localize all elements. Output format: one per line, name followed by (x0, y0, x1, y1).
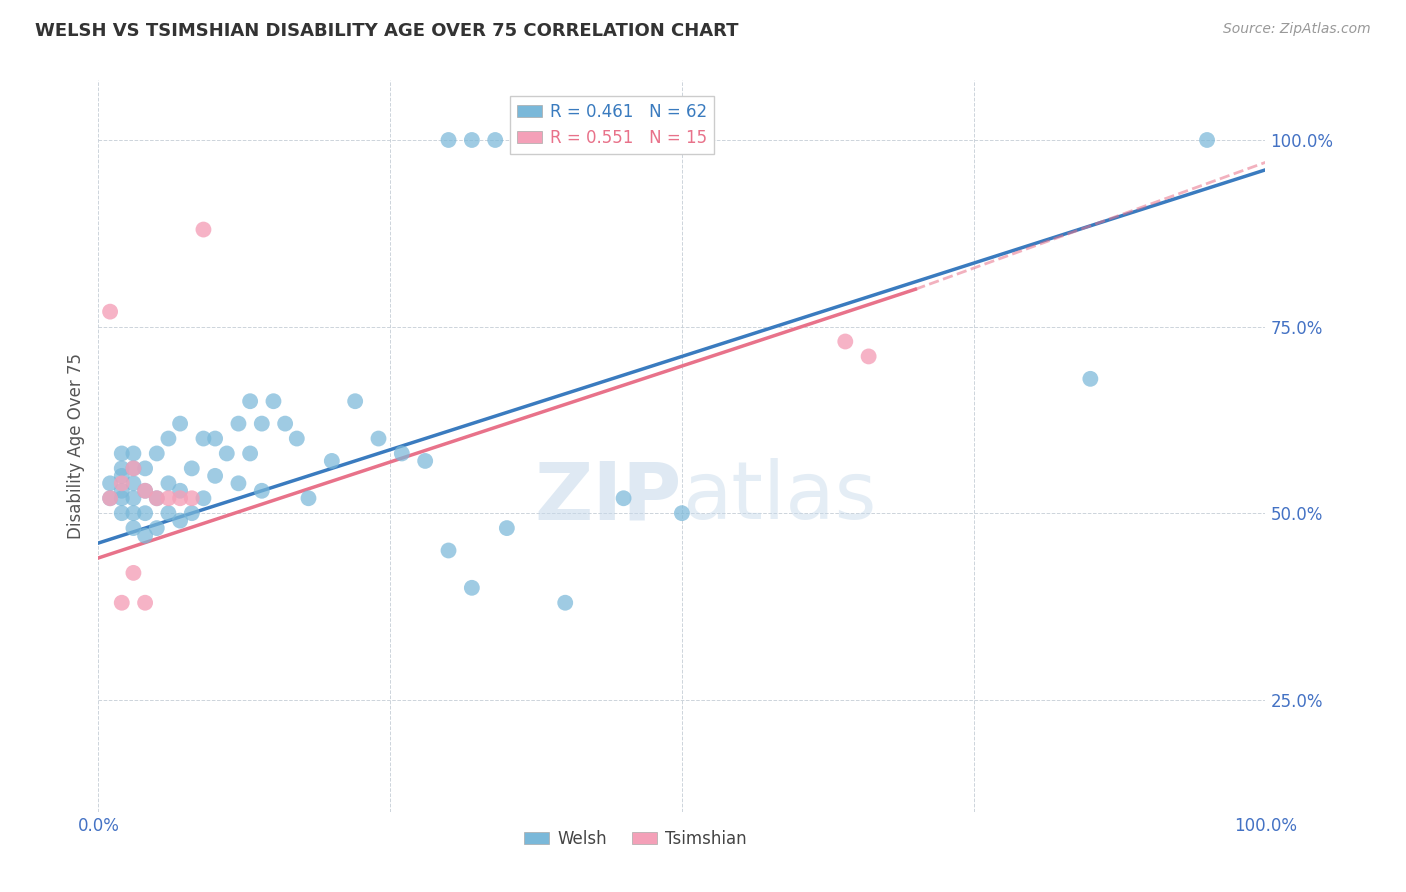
Point (250, 483, 273, 498)
Point (122, 476, 145, 491)
Point (122, 491, 145, 506)
Point (134, 596, 156, 610)
Point (157, 432, 180, 446)
Point (193, 432, 215, 446)
Point (215, 446, 238, 460)
Point (239, 446, 262, 460)
Point (391, 446, 413, 460)
Point (134, 506, 156, 520)
Point (180, 491, 202, 506)
Point (98, 304, 121, 318)
Point (228, 417, 250, 431)
Point (157, 491, 180, 506)
Point (146, 491, 169, 506)
Point (461, 581, 484, 595)
Point (157, 506, 180, 520)
Text: WELSH VS TSIMSHIAN DISABILITY AGE OVER 75 CORRELATION CHART: WELSH VS TSIMSHIAN DISABILITY AGE OVER 7… (35, 22, 738, 40)
Point (122, 461, 145, 475)
Point (204, 468, 226, 483)
Point (1080, 372, 1102, 386)
Point (146, 491, 169, 506)
Legend: Welsh, Tsimshian: Welsh, Tsimshian (517, 823, 754, 855)
Point (285, 432, 308, 446)
Point (193, 491, 215, 506)
Point (180, 461, 202, 475)
Point (111, 446, 134, 460)
Point (484, 133, 506, 147)
Point (169, 514, 191, 528)
Point (111, 483, 134, 498)
Point (98, 491, 121, 506)
Point (134, 483, 156, 498)
Point (122, 446, 145, 460)
Point (530, 133, 553, 147)
Point (169, 483, 191, 498)
Point (204, 432, 226, 446)
Point (122, 461, 145, 475)
Point (146, 521, 169, 535)
Point (239, 394, 262, 409)
Point (122, 521, 145, 535)
Point (111, 491, 134, 506)
Point (437, 133, 460, 147)
Point (321, 454, 343, 468)
Text: Source: ZipAtlas.com: Source: ZipAtlas.com (1223, 22, 1371, 37)
Point (157, 476, 180, 491)
Point (228, 476, 250, 491)
Point (613, 491, 636, 506)
Point (274, 417, 297, 431)
Point (122, 566, 145, 580)
Point (134, 483, 156, 498)
Point (111, 476, 134, 491)
Point (554, 596, 576, 610)
Point (461, 133, 484, 147)
Point (367, 432, 389, 446)
Point (134, 528, 156, 542)
Point (413, 454, 436, 468)
Point (858, 350, 880, 364)
Point (437, 543, 460, 558)
Point (834, 334, 856, 349)
Point (297, 491, 319, 506)
Point (146, 446, 169, 460)
Text: atlas: atlas (682, 458, 876, 536)
Point (671, 506, 693, 520)
Point (111, 506, 134, 520)
Point (193, 222, 215, 236)
Point (169, 417, 191, 431)
Point (122, 506, 145, 520)
Point (111, 596, 134, 610)
Point (180, 506, 202, 520)
Text: ZIP: ZIP (534, 458, 682, 536)
Point (496, 521, 519, 535)
Point (111, 461, 134, 475)
Point (98, 476, 121, 491)
Point (262, 394, 284, 409)
Point (134, 461, 156, 475)
Point (98, 491, 121, 506)
Point (344, 394, 367, 409)
Y-axis label: Disability Age Over 75: Disability Age Over 75 (66, 353, 84, 539)
Point (111, 468, 134, 483)
Point (1195, 133, 1218, 147)
Point (508, 133, 530, 147)
Point (169, 491, 191, 506)
Point (250, 417, 273, 431)
